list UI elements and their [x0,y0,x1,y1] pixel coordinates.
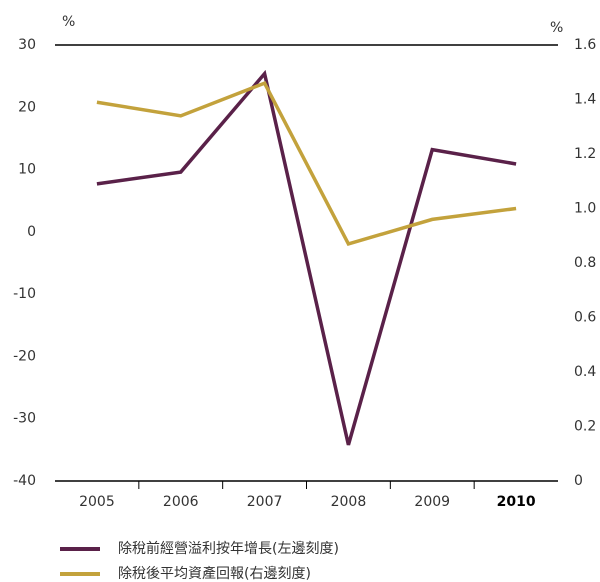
y2-tick-label: 0.4 [574,364,596,380]
y-tick-label: -10 [13,286,36,302]
y-tick-label: 30 [18,37,36,53]
y2-tick-label: 1.0 [574,201,596,217]
y2-axis-label: % [550,20,563,36]
y2-tick-label: 1.6 [574,37,596,53]
y2-tick-label: 0 [574,473,583,489]
y-tick-label: 20 [18,99,36,115]
y2-tick-label: 1.4 [574,92,596,108]
y2-tick-label: 0.2 [574,419,596,435]
y-tick-label: -20 [13,348,36,364]
x-tick-label: 2005 [79,494,115,510]
y2-tick-label: 0.6 [574,310,596,326]
x-tick-label: 2010 [497,494,536,510]
x-tick-label: 2009 [414,494,450,510]
legend-label: 除稅後平均資產回報(右邊刻度) [118,565,311,582]
y-axis-label: % [62,14,75,30]
y2-tick-label: 0.8 [574,255,596,271]
x-tick-label: 2008 [331,494,367,510]
y-tick-label: 10 [18,162,36,178]
legend-label: 除稅前經營溢利按年增長(左邊刻度) [118,540,339,557]
x-tick-label: 2006 [163,494,199,510]
series-line [96,80,517,247]
y-tick-label: -40 [13,473,36,489]
y2-tick-label: 1.2 [574,146,596,162]
x-tick-label: 2007 [247,494,283,510]
y-tick-label: -30 [13,411,36,427]
y-tick-label: 0 [27,224,36,240]
series-line [96,69,517,446]
